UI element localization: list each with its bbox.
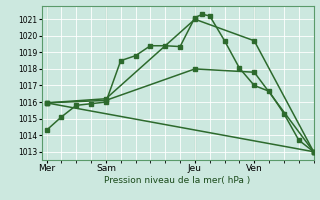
X-axis label: Pression niveau de la mer( hPa ): Pression niveau de la mer( hPa ): [104, 176, 251, 185]
